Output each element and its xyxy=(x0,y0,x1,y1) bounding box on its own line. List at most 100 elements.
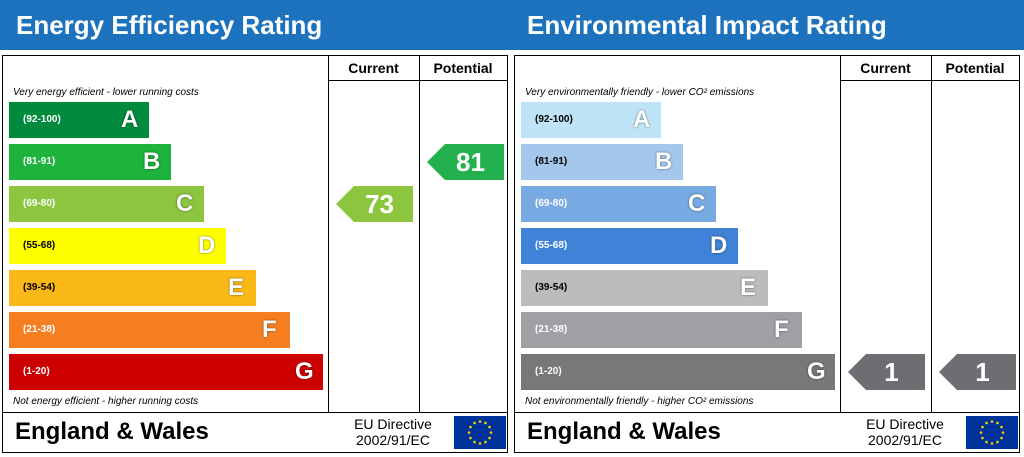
band-range: (39-54) xyxy=(23,282,56,293)
energy-efficiency-panel: Energy Efficiency Rating Current Potenti… xyxy=(0,0,512,453)
potential-rating-arrow: 1 xyxy=(939,354,1016,390)
band-letter: E xyxy=(740,274,757,301)
current-rating-value: 1 xyxy=(884,357,899,387)
band-letter: C xyxy=(688,190,706,217)
energy-table: Current Potential Very energy efficient … xyxy=(2,55,508,453)
rating-band-f: (21-38) F xyxy=(9,312,290,348)
band-range: (21-38) xyxy=(23,324,56,335)
band-range: (69-80) xyxy=(23,198,56,209)
environment-header: Environmental Impact Rating xyxy=(512,0,1024,50)
band-range: (81-91) xyxy=(23,156,56,167)
band-range: (21-38) xyxy=(535,324,568,335)
divider xyxy=(931,56,932,412)
current-rating-arrow: 1 xyxy=(848,354,925,390)
rating-band-e: (39-54) E xyxy=(9,270,256,306)
eu-star xyxy=(473,421,476,425)
energy-header: Energy Efficiency Rating xyxy=(0,0,512,50)
potential-rating-value: 81 xyxy=(456,147,485,177)
eu-star xyxy=(1000,425,1003,429)
current-rating-value: 73 xyxy=(365,189,394,219)
current-column-header: Current xyxy=(348,60,399,76)
divider xyxy=(419,56,420,412)
divider xyxy=(328,56,329,412)
band-range: (1-20) xyxy=(535,366,562,377)
rating-band-f: (21-38) F xyxy=(521,312,802,348)
band-letter: G xyxy=(807,358,826,385)
band-range: (55-68) xyxy=(535,240,568,251)
band-letter: B xyxy=(143,148,161,175)
current-column-header: Current xyxy=(860,60,911,76)
band-letter: D xyxy=(198,232,216,259)
eu-directive-text: EU Directive 2002/91/EC xyxy=(333,416,453,448)
arrow-shape xyxy=(336,186,413,222)
eu-star xyxy=(488,425,491,429)
eu-star xyxy=(473,440,476,444)
eu-star xyxy=(981,425,984,429)
top-note: Very environmentally friendly - lower CO… xyxy=(525,87,755,98)
eu-star xyxy=(985,440,988,444)
band-letter: D xyxy=(710,232,728,259)
arrow-shape xyxy=(848,354,925,390)
rating-band-g: (1-20) G xyxy=(521,354,835,390)
rating-band-a: (92-100) A xyxy=(9,102,149,138)
eu-star xyxy=(979,431,983,434)
arrow-polygon xyxy=(848,354,925,390)
eu-star xyxy=(484,421,487,425)
rating-band-c: (69-80) C xyxy=(9,186,204,222)
energy-title: Energy Efficiency Rating xyxy=(16,10,323,40)
band-range: (92-100) xyxy=(535,114,573,125)
band-range: (55-68) xyxy=(23,240,56,251)
divider xyxy=(3,412,507,413)
arrow-polygon xyxy=(427,144,504,180)
band-letter: F xyxy=(774,316,789,343)
divider xyxy=(328,80,507,81)
eu-star xyxy=(996,421,999,425)
eu-directive-line2: 2002/91/EC xyxy=(356,432,430,448)
arrow-polygon xyxy=(939,354,1016,390)
eu-star xyxy=(467,431,471,434)
arrow-polygon xyxy=(336,186,413,222)
eu-star xyxy=(489,431,493,434)
band-letter: B xyxy=(655,148,673,175)
footer: England & Wales EU Directive 2002/91/EC xyxy=(515,412,1021,452)
region-label: England & Wales xyxy=(15,418,209,445)
eu-directive-line1: EU Directive xyxy=(354,416,432,432)
bottom-note: Not energy efficient - higher running co… xyxy=(13,396,199,407)
eu-star xyxy=(981,436,984,440)
eu-star xyxy=(990,420,994,423)
environment-title: Environmental Impact Rating xyxy=(527,10,887,40)
eu-star xyxy=(478,442,482,445)
potential-rating-arrow: 81 xyxy=(427,144,504,180)
environmental-impact-panel: Environmental Impact Rating Current Pote… xyxy=(512,0,1024,457)
environment-table: Current Potential Very environmentally f… xyxy=(514,55,1020,453)
band-letter: E xyxy=(228,274,245,301)
eu-directive-text: EU Directive 2002/91/EC xyxy=(845,416,965,448)
top-note: Very energy efficient - lower running co… xyxy=(13,87,199,98)
eu-star xyxy=(478,420,482,423)
band-range: (69-80) xyxy=(535,198,568,209)
eu-directive-line1: EU Directive xyxy=(866,416,944,432)
band-range: (39-54) xyxy=(535,282,568,293)
band-letter: C xyxy=(176,190,194,217)
band-range: (1-20) xyxy=(23,366,50,377)
eu-star xyxy=(469,436,472,440)
eu-star xyxy=(488,436,491,440)
arrow-shape xyxy=(939,354,1016,390)
band-range: (81-91) xyxy=(535,156,568,167)
rating-band-b: (81-91) B xyxy=(9,144,171,180)
potential-column-header: Potential xyxy=(945,60,1005,76)
potential-column-header: Potential xyxy=(433,60,493,76)
divider xyxy=(840,56,841,412)
band-letter: G xyxy=(295,358,314,385)
eu-star xyxy=(469,425,472,429)
arrow-shape xyxy=(427,144,504,180)
eu-star xyxy=(484,440,487,444)
rating-band-b: (81-91) B xyxy=(521,144,683,180)
eu-flag-icon xyxy=(454,416,506,449)
eu-star xyxy=(985,421,988,425)
potential-rating-value: 1 xyxy=(975,357,990,387)
eu-star xyxy=(996,440,999,444)
rating-band-a: (92-100) A xyxy=(521,102,661,138)
divider xyxy=(515,412,1019,413)
bottom-note: Not environmentally friendly - higher CO… xyxy=(525,396,754,407)
